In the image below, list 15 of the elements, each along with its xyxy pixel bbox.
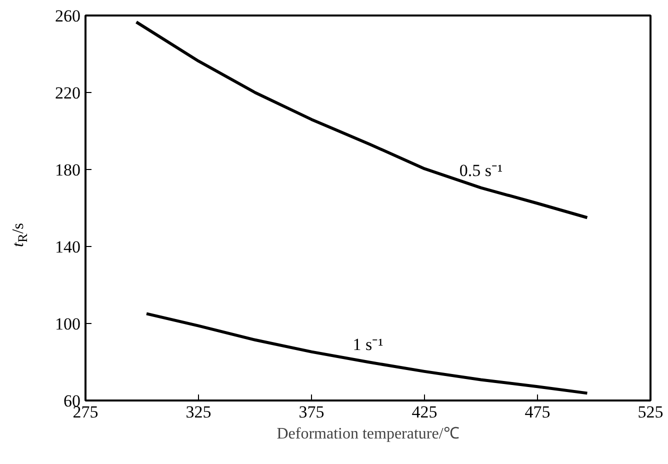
series-label: 1 s⁻¹ — [352, 335, 384, 354]
line-series — [145, 312, 589, 395]
x-tick-label: 325 — [186, 402, 212, 422]
line-series — [134, 20, 589, 220]
y-tick-label: 100 — [55, 314, 80, 334]
x-tick-label: 375 — [298, 402, 324, 422]
series-label: 0.5 s⁻¹ — [459, 160, 503, 180]
y-tick-label: 180 — [55, 160, 80, 180]
y-tick-label: 140 — [55, 238, 80, 256]
y-tick-label: 220 — [55, 84, 80, 102]
x-tick-label: 475 — [524, 402, 550, 422]
x-tick-label: 525 — [638, 402, 664, 422]
x-tick-label: 425 — [412, 402, 438, 422]
x-axis-title: Deformation temperature/℃ — [276, 426, 460, 442]
y-tick-label: 260 — [55, 6, 80, 26]
